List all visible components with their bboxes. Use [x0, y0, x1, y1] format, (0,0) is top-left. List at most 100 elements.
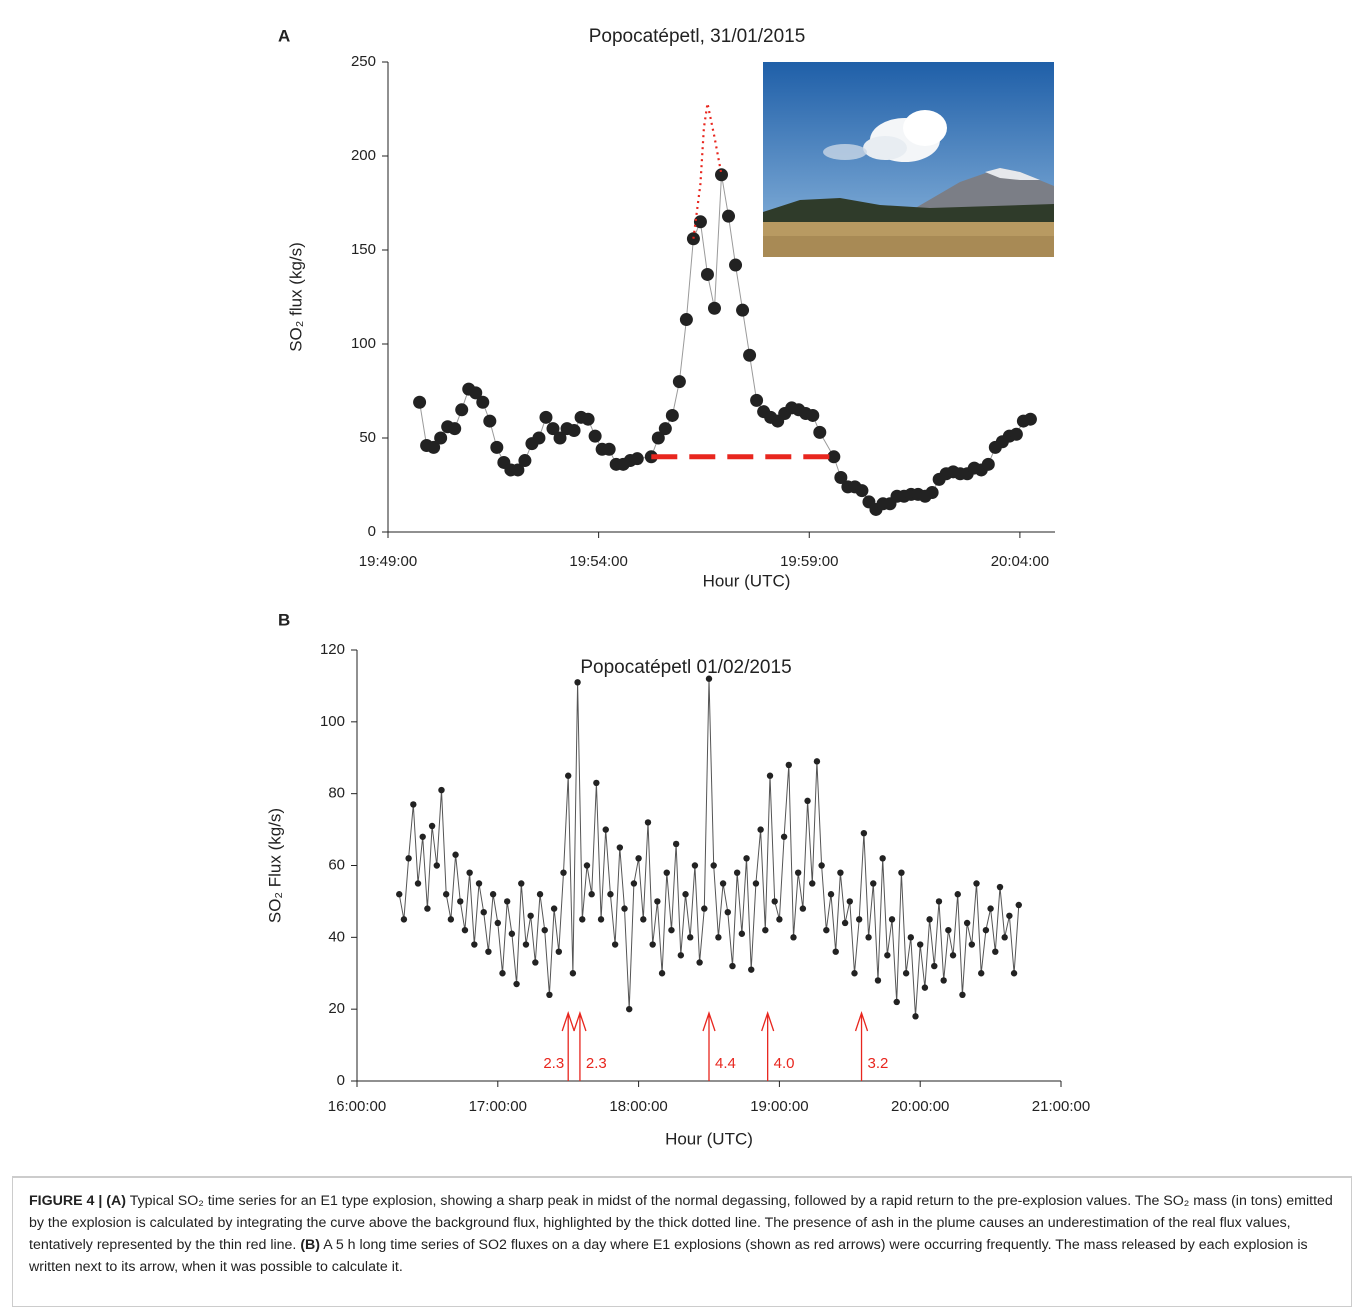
annotation-label: 2.3	[543, 1055, 564, 1072]
data-point	[809, 880, 816, 887]
data-point	[748, 966, 755, 973]
data-point	[602, 826, 609, 833]
data-point	[546, 991, 553, 998]
data-point	[981, 457, 995, 471]
data-point	[672, 840, 680, 848]
data-point	[874, 977, 882, 984]
data-point	[982, 926, 990, 934]
x-tick-label: 17:00:00	[469, 1098, 527, 1115]
x-tick-label: 20:04:00	[991, 553, 1049, 570]
data-point	[553, 431, 567, 445]
data-point	[621, 905, 628, 912]
panel-label: A	[278, 26, 290, 45]
data-point	[424, 905, 431, 912]
data-point	[1010, 970, 1018, 977]
data-point	[743, 855, 750, 862]
data-point	[593, 779, 600, 787]
inset-photo	[763, 62, 1054, 257]
data-point	[405, 855, 412, 862]
data-point	[677, 952, 685, 959]
data-point	[499, 970, 506, 977]
data-point	[823, 926, 830, 934]
data-point	[434, 431, 448, 445]
data-point	[710, 862, 717, 869]
data-point	[693, 215, 707, 229]
panel-label: B	[278, 610, 290, 629]
data-point	[565, 772, 572, 779]
y-tick-label: 120	[320, 641, 345, 658]
data-point	[518, 880, 525, 887]
data-point	[668, 926, 675, 934]
data-point	[945, 926, 952, 934]
data-point	[658, 970, 666, 977]
x-tick-label: 18:00:00	[609, 1098, 667, 1115]
data-point	[893, 998, 900, 1006]
data-point	[679, 313, 693, 327]
data-point	[729, 962, 736, 970]
data-point	[724, 908, 731, 916]
data-point	[1023, 412, 1037, 426]
data-point	[931, 962, 938, 970]
data-point	[870, 880, 877, 887]
data-point	[780, 833, 788, 840]
data-point	[427, 440, 441, 454]
data-point	[902, 970, 910, 977]
data-point	[663, 869, 670, 876]
data-point	[865, 934, 872, 941]
data-point	[879, 855, 886, 862]
y-tick-label: 60	[328, 856, 345, 873]
data-point	[555, 948, 563, 955]
data-point	[550, 905, 558, 912]
data-point	[588, 429, 602, 443]
x-tick-label: 21:00:00	[1032, 1098, 1090, 1115]
data-point	[433, 862, 440, 869]
data-point	[996, 883, 1004, 891]
data-point	[738, 930, 746, 937]
data-point	[696, 959, 703, 966]
data-point	[736, 303, 750, 317]
data-point	[700, 267, 714, 281]
data-point	[644, 819, 652, 826]
data-point	[503, 898, 511, 905]
data-point	[579, 916, 586, 923]
y-tick-label: 20	[328, 1000, 345, 1017]
data-point	[898, 869, 905, 876]
data-point	[483, 414, 497, 428]
data-point	[1015, 901, 1022, 909]
data-point	[672, 375, 686, 389]
data-point	[794, 869, 802, 876]
data-point	[907, 934, 915, 941]
data-point	[536, 891, 544, 898]
data-point	[419, 833, 426, 840]
data-point	[888, 916, 896, 923]
data-point	[438, 786, 445, 794]
data-point	[785, 761, 792, 769]
data-point	[630, 452, 644, 466]
caption-tag: (B)	[300, 1237, 321, 1253]
data-point	[471, 941, 478, 948]
data-point	[597, 916, 605, 923]
data-point	[461, 926, 469, 934]
data-point	[428, 822, 436, 830]
data-point	[687, 934, 694, 941]
figure: A Popocatépetl, 31/01/2015 Hour (UTC) SO₂ f…	[265, 26, 1090, 1148]
x-tick-label: 19:00:00	[750, 1098, 808, 1115]
data-point	[834, 470, 848, 484]
annotation-arrow	[561, 1010, 575, 1081]
data-point	[963, 919, 971, 927]
caption-label: FIGURE 4 |	[29, 1193, 103, 1209]
data-point	[705, 675, 713, 682]
data-point	[532, 959, 539, 966]
data-point	[949, 952, 957, 959]
data-point	[640, 916, 647, 923]
data-point	[715, 168, 728, 182]
data-point	[489, 891, 497, 898]
data-point	[508, 930, 516, 937]
data-point	[448, 422, 462, 436]
annotation-label: 2.3	[586, 1055, 607, 1072]
data-point	[752, 880, 760, 887]
data-point	[1006, 912, 1013, 919]
data-point	[658, 422, 672, 436]
caption-text: A 5 h long time series of SO2 fluxes on …	[29, 1237, 1308, 1275]
data-point	[806, 408, 820, 422]
